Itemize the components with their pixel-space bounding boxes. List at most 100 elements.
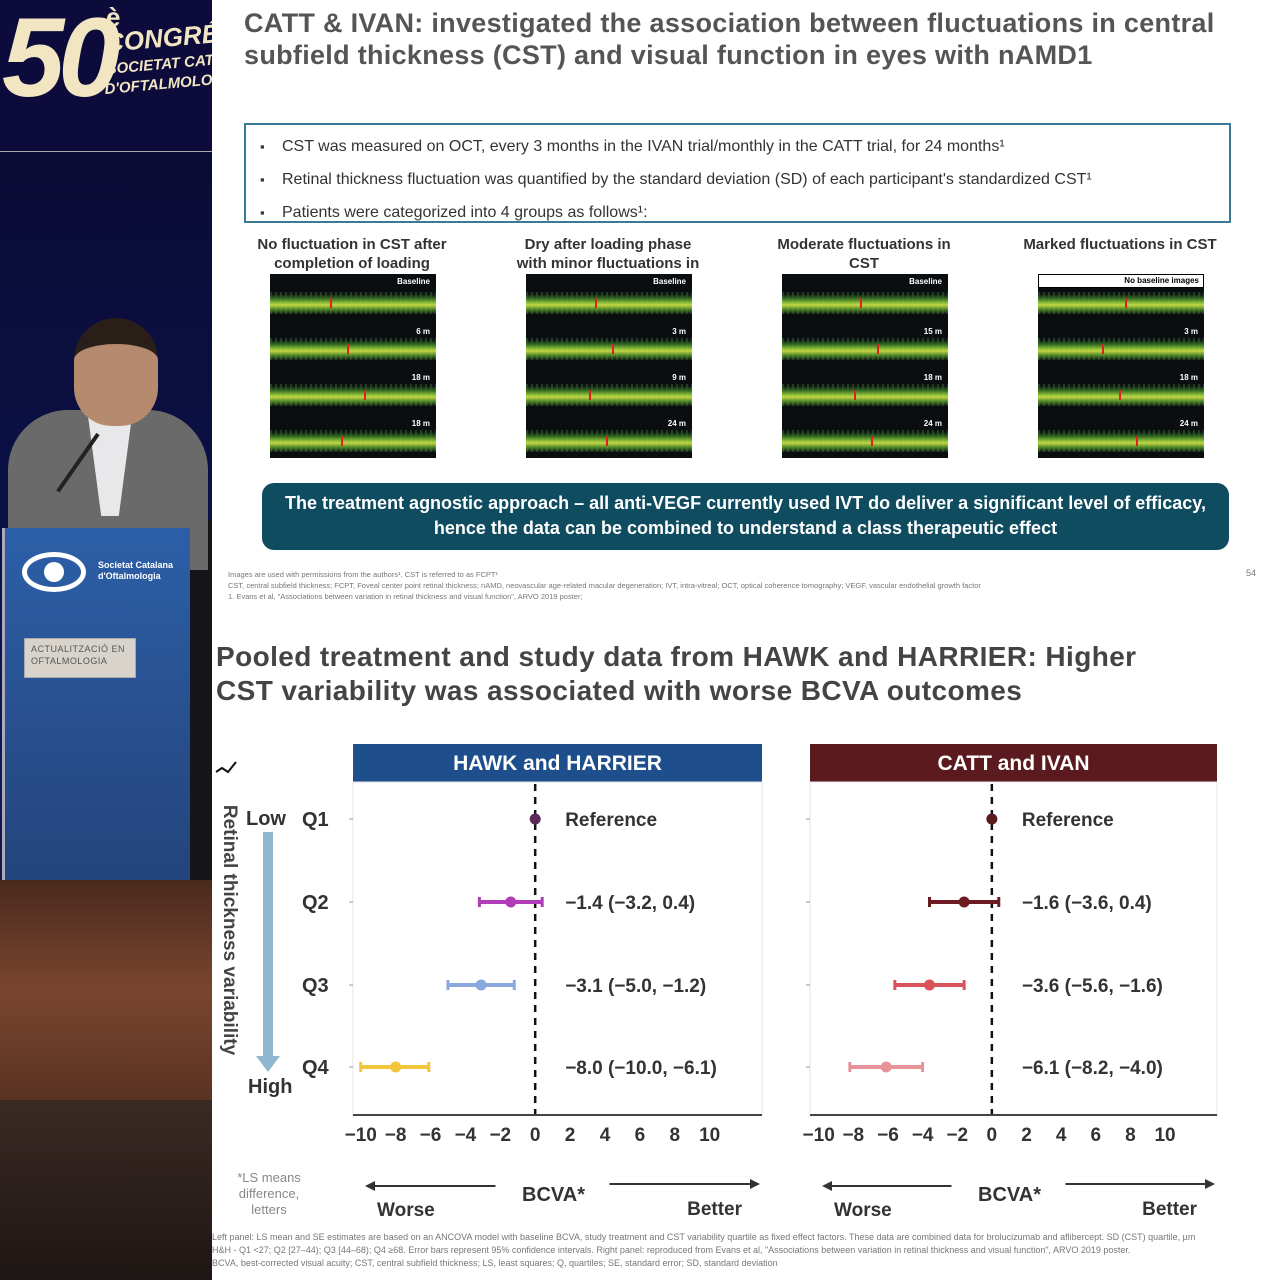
oct-timepoint-label: 3 m bbox=[1184, 327, 1198, 336]
method-bullet: Retinal thickness fluctuation was quanti… bbox=[260, 163, 1229, 196]
panel-header bbox=[810, 744, 1217, 782]
slide-hawk-harrier: Pooled treatment and study data from HAW… bbox=[212, 620, 1280, 1280]
estimate-label: −1.6 (−3.6, 0.4) bbox=[1022, 893, 1152, 914]
method-bullet: CST was measured on OCT, every 3 months … bbox=[260, 130, 1229, 163]
panel-title: CATT and IVAN bbox=[937, 752, 1089, 775]
oct-scan-image: Baseline 3 m 9 m 24 m bbox=[526, 274, 692, 458]
plot-area bbox=[809, 781, 1218, 1116]
oct-timepoint-label: 18 m bbox=[411, 373, 430, 382]
ls-means-note: letters bbox=[251, 1202, 287, 1217]
oct-group-caption: Dry after loading phase with minor fluct… bbox=[516, 236, 700, 291]
stage-pillar bbox=[186, 520, 212, 900]
oct-measure-marker bbox=[595, 298, 597, 308]
x-tick-label: −6 bbox=[877, 1125, 899, 1146]
oct-group-caption: Marked fluctuations in CST bbox=[1023, 236, 1217, 253]
estimate-label: −6.1 (−8.2, −4.0) bbox=[1022, 1058, 1163, 1079]
oct-measure-marker bbox=[341, 436, 343, 446]
eye-pupil-icon bbox=[44, 562, 64, 582]
estimate-label: Reference bbox=[565, 810, 657, 831]
oct-measure-marker bbox=[1119, 390, 1121, 400]
x-tick-label: 10 bbox=[1154, 1125, 1175, 1146]
plot-area bbox=[352, 781, 763, 1116]
oct-group: Marked fluctuations in CST No baseline im… bbox=[1020, 236, 1220, 458]
oct-group: Dry after loading phase with minor fluct… bbox=[508, 236, 708, 458]
oct-measure-marker bbox=[364, 390, 366, 400]
oct-group: Moderate fluctuations in CST Baseline 15 m… bbox=[764, 236, 964, 458]
oct-measure-marker bbox=[347, 344, 349, 354]
oct-scan-image: Baseline 15 m 18 m 24 m bbox=[782, 274, 948, 458]
point-estimate bbox=[390, 1061, 402, 1073]
lectern bbox=[2, 528, 190, 888]
lectern-logo-text: Societat Catalana d'Oftalmologia bbox=[98, 560, 174, 581]
quartile-label: Q3 bbox=[302, 975, 329, 997]
oct-timepoint-label: 9 m bbox=[672, 373, 686, 382]
footnote: BCVA, best-corrected visual acuity; CST,… bbox=[212, 1258, 778, 1268]
eye-logo-icon bbox=[22, 552, 86, 592]
stage bbox=[0, 880, 212, 1100]
x-tick-label: −4 bbox=[455, 1125, 477, 1146]
oct-measure-marker bbox=[606, 436, 608, 446]
oct-timepoint-label: Baseline bbox=[397, 277, 430, 286]
oct-retina-band bbox=[1038, 432, 1204, 452]
oct-timepoint-label: Baseline bbox=[653, 277, 686, 286]
oct-retina-band bbox=[782, 340, 948, 360]
oct-timepoint-label: 18 m bbox=[1179, 373, 1198, 382]
estimate-label: −3.1 (−5.0, −1.2) bbox=[565, 976, 706, 997]
oct-group-caption: Moderate fluctuations in CST bbox=[777, 236, 951, 272]
method-box: CST was measured on OCT, every 3 months … bbox=[244, 123, 1231, 229]
variability-arrow-head bbox=[256, 1056, 280, 1072]
oct-retina-band bbox=[782, 294, 948, 314]
slide2-title-line1: Pooled treatment and study data from HAW… bbox=[216, 641, 1137, 672]
oct-retina-band bbox=[526, 294, 692, 314]
worse-arrow-head bbox=[822, 1181, 832, 1191]
estimate-label: −8.0 (−10.0, −6.1) bbox=[565, 1058, 717, 1079]
oct-scan-image: No baseline images 3 m 18 m 24 m bbox=[1038, 274, 1204, 458]
oct-measure-marker bbox=[1125, 298, 1127, 308]
better-arrow-head bbox=[750, 1179, 760, 1189]
x-tick-label: −2 bbox=[946, 1125, 968, 1146]
oct-retina-band bbox=[782, 386, 948, 406]
ls-means-note: difference, bbox=[239, 1186, 299, 1201]
x-tick-label: −10 bbox=[345, 1125, 377, 1146]
oct-timepoint-label: 24 m bbox=[667, 419, 686, 428]
oct-measure-marker bbox=[330, 298, 332, 308]
oct-measure-marker bbox=[612, 344, 614, 354]
oct-scan-image: Baseline 6 m 18 m 18 m bbox=[270, 274, 436, 458]
x-tick-label: −10 bbox=[803, 1125, 835, 1146]
quartile-label: Q1 bbox=[302, 809, 329, 831]
worse-arrow-head bbox=[365, 1181, 375, 1191]
x-tick-label: 10 bbox=[699, 1125, 720, 1146]
better-label: Better bbox=[1142, 1199, 1198, 1220]
oct-timepoint-label: 3 m bbox=[672, 327, 686, 336]
y-low-label: Low bbox=[246, 808, 286, 830]
estimate-label: −1.4 (−3.2, 0.4) bbox=[565, 893, 695, 914]
oct-retina-band bbox=[270, 386, 436, 406]
y-high-label: High bbox=[248, 1076, 292, 1098]
oct-retina-band bbox=[1038, 386, 1204, 406]
x-tick-label: 2 bbox=[1021, 1125, 1032, 1146]
fine-print: CST, central subfield thickness; FCPT, F… bbox=[228, 581, 981, 590]
oct-timepoint-label: 24 m bbox=[923, 419, 942, 428]
point-estimate bbox=[986, 813, 998, 825]
variability-arrow-shaft bbox=[263, 832, 273, 1058]
footnote: Left panel: LS mean and SE estimates are… bbox=[212, 1232, 1196, 1242]
trend-icon bbox=[215, 761, 237, 774]
x-tick-label: 4 bbox=[600, 1125, 611, 1146]
fine-print: Images are used with permissions from th… bbox=[228, 570, 498, 579]
estimate-label: −3.6 (−5.6, −1.6) bbox=[1022, 976, 1163, 997]
point-estimate bbox=[529, 813, 541, 825]
oct-timepoint-label: No baseline images bbox=[1038, 274, 1204, 288]
better-label: Better bbox=[687, 1199, 743, 1220]
oct-measure-marker bbox=[877, 344, 879, 354]
estimate-label: Reference bbox=[1022, 810, 1114, 831]
conference-photo: 50 è CONGRÉS SOCIETAT CATALANA D'OFTALMO… bbox=[0, 0, 212, 1280]
oct-timepoint-label: 6 m bbox=[416, 327, 430, 336]
speaker-head bbox=[74, 318, 158, 426]
x-tick-label: 0 bbox=[530, 1125, 541, 1146]
floor bbox=[0, 1100, 212, 1280]
method-bullet: Patients were categorized into 4 groups … bbox=[260, 196, 1229, 229]
oct-measure-marker bbox=[871, 436, 873, 446]
fine-print: 1. Evans et al, "Associations between va… bbox=[228, 592, 583, 601]
x-tick-label: 4 bbox=[1056, 1125, 1067, 1146]
oct-group: No fluctuation in CST after completion o… bbox=[252, 236, 452, 458]
